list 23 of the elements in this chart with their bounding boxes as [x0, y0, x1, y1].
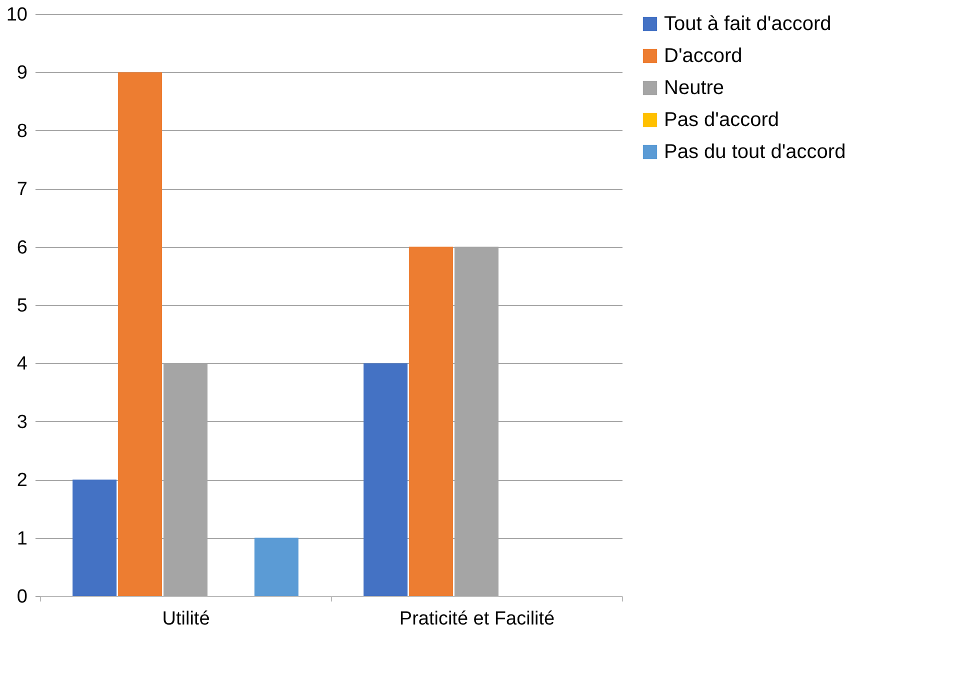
legend-label: Neutre: [664, 77, 724, 99]
bar: [72, 480, 117, 596]
x-tick-label: Praticité et Facilité: [399, 608, 555, 630]
y-tick-label: 1: [16, 528, 28, 550]
bar: [409, 246, 454, 596]
y-tick-label: 7: [16, 179, 28, 200]
y-tick-label: 2: [16, 470, 28, 492]
y-tick-label: 9: [16, 62, 28, 84]
legend-label: D'accord: [664, 45, 742, 67]
legend-label: Pas d'accord: [664, 109, 779, 131]
y-tick-label: 0: [16, 586, 28, 608]
legend-label: Tout à fait d'accord: [664, 13, 832, 35]
y-tick-label: 10: [6, 4, 28, 26]
y-tick-label: 6: [16, 237, 28, 258]
bar: [118, 72, 162, 596]
bar: [364, 363, 408, 596]
y-tick-label: 5: [16, 296, 28, 316]
y-tick-label: 4: [16, 354, 28, 375]
legend-label: Pas du tout d'accord: [664, 141, 846, 163]
x-tick-label: Utilité: [162, 608, 210, 630]
y-tick-label: 3: [16, 412, 28, 433]
y-tick-label: 8: [16, 120, 28, 142]
bar: [254, 538, 298, 596]
